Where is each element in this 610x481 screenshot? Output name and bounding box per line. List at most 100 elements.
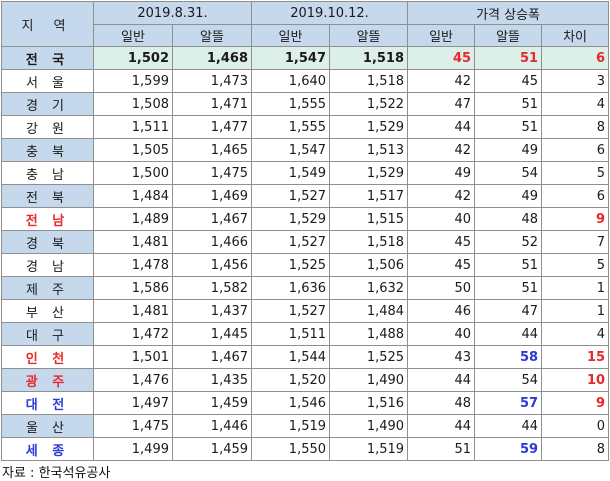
discount-price-oct-cell: 1,518 [329, 230, 409, 254]
general-price-oct-cell: 1,550 [251, 437, 331, 461]
discount-price-aug-cell: 1,582 [171, 276, 253, 300]
region-name: 충 남 [1, 161, 94, 185]
increase-difference-cell: 8 [541, 437, 610, 461]
general-increase-cell: 49 [407, 161, 476, 185]
increase-difference-cell: 4 [541, 92, 610, 116]
discount-price-oct-cell: 1,518 [329, 46, 409, 70]
discount-price-oct-cell: 1,506 [329, 253, 409, 277]
general-increase-cell: 45 [407, 46, 476, 70]
general-price-oct-cell: 1,529 [251, 207, 331, 231]
general-price-oct-cell: 1,544 [251, 345, 331, 369]
discount-price-oct-cell: 1,490 [329, 414, 409, 438]
general-price-aug-cell: 1,475 [93, 414, 173, 438]
general-increase-cell: 44 [407, 414, 476, 438]
table-row: 대 구 1,472 1,445 1,511 1,488 40 44 4 [1, 322, 610, 346]
increase-difference-cell: 1 [541, 299, 610, 323]
header-sub-general: 일반 [251, 24, 331, 47]
region-name: 전 국 [1, 46, 94, 70]
general-price-aug-cell: 1,599 [93, 69, 173, 93]
source-note: 자료 : 한국석유공사 [2, 466, 111, 481]
region-name: 경 기 [1, 92, 94, 116]
header-region: 지 역 [1, 1, 94, 47]
discount-increase-cell: 58 [474, 345, 543, 369]
region-name: 경 북 [1, 230, 94, 254]
discount-price-oct-cell: 1,529 [329, 115, 409, 139]
general-price-aug-cell: 1,511 [93, 115, 173, 139]
increase-difference-cell: 1 [541, 276, 610, 300]
general-price-oct-cell: 1,555 [251, 115, 331, 139]
discount-price-aug-cell: 1,435 [171, 368, 253, 392]
discount-price-aug-cell: 1,437 [171, 299, 253, 323]
general-price-aug-cell: 1,505 [93, 138, 173, 162]
increase-difference-cell: 6 [541, 138, 610, 162]
region-name: 전 북 [1, 184, 94, 208]
region-name: 광 주 [1, 368, 94, 392]
increase-difference-cell: 5 [541, 161, 610, 185]
discount-increase-cell: 51 [474, 276, 543, 300]
general-price-oct-cell: 1,520 [251, 368, 331, 392]
region-name: 세 종 [1, 437, 94, 461]
header-price-change: 가격 상승폭 [407, 1, 610, 25]
increase-difference-cell: 9 [541, 391, 610, 415]
table-row: 충 남 1,500 1,475 1,549 1,529 49 54 5 [1, 161, 610, 185]
general-increase-cell: 51 [407, 437, 476, 461]
discount-price-aug-cell: 1,467 [171, 345, 253, 369]
discount-price-oct-cell: 1,632 [329, 276, 409, 300]
discount-increase-cell: 52 [474, 230, 543, 254]
general-price-oct-cell: 1,547 [251, 138, 331, 162]
discount-price-oct-cell: 1,490 [329, 368, 409, 392]
general-price-oct-cell: 1,547 [251, 46, 331, 70]
discount-price-aug-cell: 1,477 [171, 115, 253, 139]
increase-difference-cell: 7 [541, 230, 610, 254]
general-increase-cell: 46 [407, 299, 476, 323]
general-price-aug-cell: 1,508 [93, 92, 173, 116]
table-row: 강 원 1,511 1,477 1,555 1,529 44 51 8 [1, 115, 610, 139]
table-row: 충 북 1,505 1,465 1,547 1,513 42 49 6 [1, 138, 610, 162]
general-increase-cell: 42 [407, 184, 476, 208]
discount-price-aug-cell: 1,473 [171, 69, 253, 93]
table-row: 부 산 1,481 1,437 1,527 1,484 46 47 1 [1, 299, 610, 323]
region-name: 서 울 [1, 69, 94, 93]
header-sub-general: 일반 [93, 24, 173, 47]
discount-increase-cell: 44 [474, 414, 543, 438]
table-row: 울 산 1,475 1,446 1,519 1,490 44 44 0 [1, 414, 610, 438]
header-sub-discount: 알뜰 [474, 24, 543, 47]
discount-increase-cell: 49 [474, 184, 543, 208]
increase-difference-cell: 9 [541, 207, 610, 231]
discount-increase-cell: 54 [474, 161, 543, 185]
discount-increase-cell: 51 [474, 115, 543, 139]
header-row-2: 일반 알뜰 일반 알뜰 일반 알뜰 차이 [2, 24, 610, 47]
discount-price-oct-cell: 1,519 [329, 437, 409, 461]
general-price-aug-cell: 1,586 [93, 276, 173, 300]
discount-price-aug-cell: 1,456 [171, 253, 253, 277]
table-row-national: 전 국 1,502 1,468 1,547 1,518 45 51 6 [1, 46, 610, 70]
general-price-oct-cell: 1,511 [251, 322, 331, 346]
general-price-oct-cell: 1,640 [251, 69, 331, 93]
header-sub-discount: 알뜰 [329, 24, 409, 47]
increase-difference-cell: 5 [541, 253, 610, 277]
general-price-oct-cell: 1,549 [251, 161, 331, 185]
general-price-oct-cell: 1,555 [251, 92, 331, 116]
discount-price-aug-cell: 1,471 [171, 92, 253, 116]
header-row-1: 지 역 2019.8.31. 2019.10.12. 가격 상승폭 [1, 1, 610, 47]
table-row: 전 북 1,484 1,469 1,527 1,517 42 49 6 [1, 184, 610, 208]
discount-price-oct-cell: 1,522 [329, 92, 409, 116]
table-row: 인 천 1,501 1,467 1,544 1,525 43 58 15 [1, 345, 610, 369]
increase-difference-cell: 0 [541, 414, 610, 438]
discount-price-oct-cell: 1,484 [329, 299, 409, 323]
discount-price-aug-cell: 1,469 [171, 184, 253, 208]
general-price-oct-cell: 1,525 [251, 253, 331, 277]
general-price-aug-cell: 1,478 [93, 253, 173, 277]
increase-difference-cell: 6 [541, 184, 610, 208]
region-name: 부 산 [1, 299, 94, 323]
discount-price-aug-cell: 1,468 [171, 46, 253, 70]
discount-price-oct-cell: 1,488 [329, 322, 409, 346]
discount-price-oct-cell: 1,518 [329, 69, 409, 93]
general-increase-cell: 48 [407, 391, 476, 415]
discount-increase-cell: 47 [474, 299, 543, 323]
increase-difference-cell: 15 [541, 345, 610, 369]
discount-increase-cell: 51 [474, 46, 543, 70]
region-name: 강 원 [1, 115, 94, 139]
region-name: 대 전 [1, 391, 94, 415]
